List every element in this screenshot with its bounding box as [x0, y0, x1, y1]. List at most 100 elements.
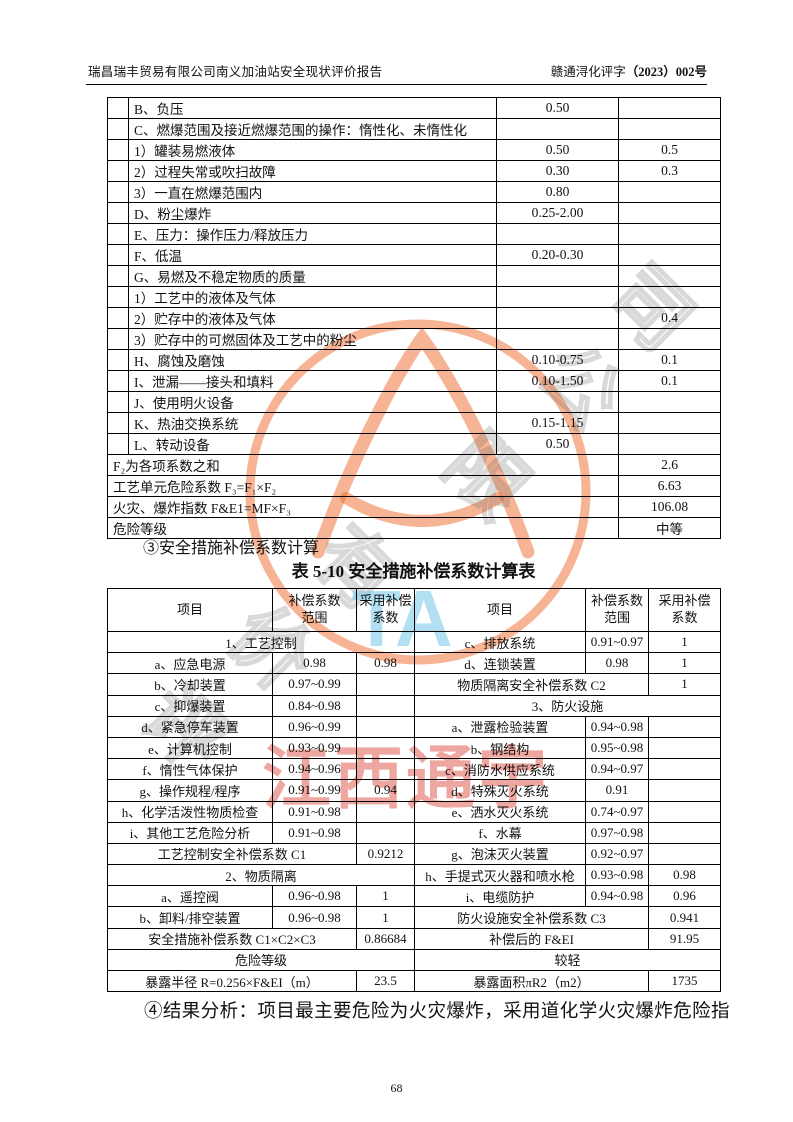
table-cell: 0.50: [496, 433, 619, 455]
table-cell: [107, 202, 129, 224]
table-row: 危险等级 较轻: [107, 948, 721, 972]
table-row: 1、工艺控制 c、排放系统 0.91~0.97 1: [107, 630, 721, 654]
table-cell: 0.98: [272, 652, 357, 675]
table-cell: D、粉尘爆炸: [128, 202, 497, 224]
table-cell: 暴露面积πR2（m2）: [414, 969, 649, 993]
table-cell: 1735: [648, 969, 721, 993]
table-row: 2、物质隔离 h、手提式灭火器和喷水枪 0.93~0.98 0.98: [107, 864, 721, 887]
table-cell: a、泄露检验装置: [414, 715, 586, 738]
table-cell: [496, 118, 619, 140]
table-cell: 0.91: [585, 779, 649, 802]
table-cell: c、消防水供应系统: [414, 758, 586, 781]
table-row: C、燃爆范围及接近燃爆范围的操作：惰性化、未惰性化: [107, 118, 721, 140]
table-cell: [618, 265, 721, 287]
header-rule: [86, 84, 707, 85]
table-cell: [618, 118, 721, 140]
table-cell: [107, 223, 129, 245]
table-cell: K、热油交换系统: [128, 412, 497, 434]
report-title-header: 瑞昌瑞丰贸易有限公司南义加油站安全现状评价报告: [88, 65, 383, 79]
table-cell: 0.95~0.98: [585, 736, 649, 760]
table-row: 2）贮存中的液体及气体 0.4: [107, 307, 721, 329]
table-row: 3）一直在燃爆范围内 0.80: [107, 181, 721, 203]
table-row: E、压力：操作压力/释放压力: [107, 223, 721, 245]
table-row: a、应急电源 0.98 0.98 d、连锁装置 0.98 1: [107, 652, 721, 675]
table-cell: [107, 349, 129, 371]
table-cell: [107, 139, 129, 161]
table-cell: [618, 328, 721, 350]
table-cell: F、低温: [128, 244, 497, 266]
table-cell: 0.92~0.97: [585, 842, 649, 866]
column-header: 采用补偿 系数: [648, 588, 721, 632]
table-cell: 0.50: [496, 97, 619, 119]
column-header: 补偿系数 范围: [272, 588, 357, 632]
table-cell: d、紧急停车装置: [107, 715, 273, 738]
table-cell: [356, 758, 415, 781]
table-row: B、负压 0.50: [107, 97, 721, 119]
table-cell: 1: [648, 652, 721, 675]
table-cell: 2）贮存中的液体及气体: [128, 307, 497, 329]
table-cell: 0.25-2.00: [496, 202, 619, 224]
table-cell: 0.15-1.15: [496, 412, 619, 434]
table-row: J、使用明火设备: [107, 391, 721, 413]
table-row: F₂为各项系数之和 2.6: [107, 454, 721, 476]
table-cell: 1: [356, 885, 415, 908]
document-number-prefix: 赣通浔化评字: [550, 65, 626, 79]
table-cell: 0.91~0.99: [272, 779, 357, 802]
section-note: ③安全措施补偿系数计算: [143, 540, 320, 557]
table-cell: B、负压: [128, 97, 497, 119]
table-cell: [107, 97, 129, 119]
table-cell: a、遥控阀: [107, 885, 273, 908]
table-row: 1）罐装易燃液体 0.50 0.5: [107, 139, 721, 161]
table-cell: [107, 118, 129, 140]
table-row: f、惰性气体保护 0.94~0.96 c、消防水供应系统 0.94~0.97: [107, 758, 721, 781]
table-cell: 0.94: [356, 779, 415, 802]
table-cell: 0.94~0.97: [585, 758, 649, 781]
table-cell: 0.93~0.99: [272, 736, 357, 760]
table-cell: [618, 433, 721, 455]
table-cell: 0.94~0.98: [585, 715, 649, 738]
table-row: 项目 补偿系数 范围 采用补偿 系数 项目 补偿系数 范围 采用补偿 系数: [107, 588, 721, 632]
table-cell: [496, 223, 619, 245]
table-row: c、抑爆装置 0.84~0.98 3、防火设施: [107, 694, 721, 717]
table-cell: 0.91~0.98: [272, 821, 357, 844]
table-cell: 2、物质隔离: [107, 864, 415, 887]
table-cell: L、转动设备: [128, 433, 497, 455]
document-number-header: 赣通浔化评字（2023）002号: [551, 61, 707, 80]
table-cell: [496, 391, 619, 413]
table-cell: 0.96~0.98: [272, 885, 357, 908]
table-cell: [648, 842, 721, 866]
table-cell: [618, 244, 721, 266]
table-cell: 0.98: [356, 652, 415, 675]
table-cell: 0.96: [648, 885, 721, 908]
table-cell: 0.9212: [356, 842, 415, 866]
table-cell: [356, 694, 415, 717]
table-cell: 0.94~0.96: [272, 758, 357, 781]
table-cell: J、使用明火设备: [128, 391, 497, 413]
table-cell: 3、防火设施: [414, 694, 721, 717]
table-cell: C、燃爆范围及接近燃爆范围的操作：惰性化、未惰性化: [128, 118, 497, 140]
table-cell: [107, 307, 129, 329]
table-cell: [648, 821, 721, 844]
table-cell: 0.74~0.97: [585, 800, 649, 823]
table-cell: 0.86684: [356, 927, 415, 950]
table-cell: [107, 181, 129, 203]
table-cell: 安全措施补偿系数 C1×C2×C3: [107, 927, 357, 950]
table-cell: c、排放系统: [414, 630, 586, 654]
table-cell: 0.96~0.98: [272, 906, 357, 929]
table-cell: 暴露半径 R=0.256×F&EI（m）: [107, 969, 357, 993]
table-cell: [648, 779, 721, 802]
table-cell: 0.93~0.98: [585, 864, 649, 887]
table-row: h、化学活泼性物质检查 0.91~0.98 e、洒水灭火系统 0.74~0.97: [107, 800, 721, 823]
table-cell: 火灾、爆炸指数 F&E1=MF×F₃: [107, 496, 619, 518]
table-cell: [648, 736, 721, 760]
table-cell: 0.97~0.98: [585, 821, 649, 844]
table-cell: 0.80: [496, 181, 619, 203]
table-cell: g、操作规程/程序: [107, 779, 273, 802]
table-row: d、紧急停车装置 0.96~0.99 a、泄露检验装置 0.94~0.98: [107, 715, 721, 738]
table-caption: 表 5-10 安全措施补偿系数计算表: [291, 562, 536, 581]
table-row: 火灾、爆炸指数 F&E1=MF×F₃ 106.08: [107, 496, 721, 518]
table-cell: [496, 265, 619, 287]
table-cell: 0.941: [648, 906, 721, 929]
table-cell: 3）一直在燃爆范围内: [128, 181, 497, 203]
table-cell: 1: [648, 630, 721, 654]
